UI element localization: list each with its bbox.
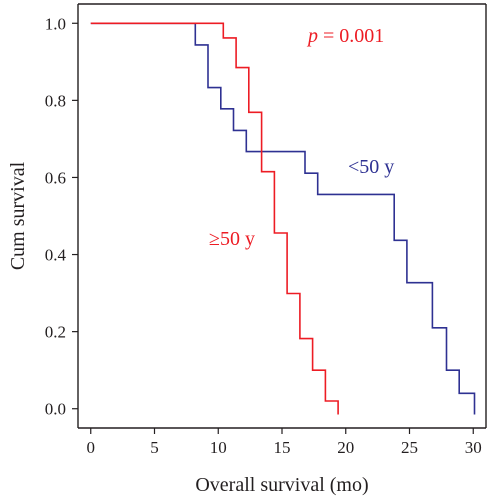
x-tick-label-5: 25 <box>401 438 418 457</box>
curves <box>90 22 476 415</box>
annotation-label-under-50: <50 y <box>348 156 394 178</box>
x-tick-label-4: 20 <box>337 438 354 457</box>
x-tick-label-0: 0 <box>87 438 96 457</box>
y-tick-label-0: 0.0 <box>45 400 66 419</box>
x-tick-label-3: 15 <box>274 438 291 457</box>
axes <box>77 3 487 429</box>
x-tick-label-1: 5 <box>150 438 159 457</box>
y-tick-label-3: 0.6 <box>45 168 66 187</box>
y-tick-label-5: 1.0 <box>45 14 66 33</box>
x-axis-title: Overall survival (mo) <box>195 474 368 496</box>
x-tick-label-6: 30 <box>465 438 482 457</box>
annotation-label-over-50: ≥50 y <box>209 228 255 250</box>
x-tick-label-2: 10 <box>210 438 227 457</box>
y-tick-label-4: 0.8 <box>45 91 66 110</box>
series-over-50-line <box>90 22 339 415</box>
y-axis-title: Cum survival <box>7 161 29 270</box>
annotations: p = 0.001 <50 y ≥50 y <box>209 25 394 250</box>
y-tick-label-2: 0.4 <box>45 246 67 265</box>
ticks: 0 5 10 15 20 25 30 0.0 0.2 0.4 0.6 0.8 1.0 <box>45 14 482 457</box>
series-under-50-line <box>90 22 476 415</box>
y-tick-label-1: 0.2 <box>45 323 66 342</box>
annotation-p-value: p = 0.001 <box>306 25 384 47</box>
